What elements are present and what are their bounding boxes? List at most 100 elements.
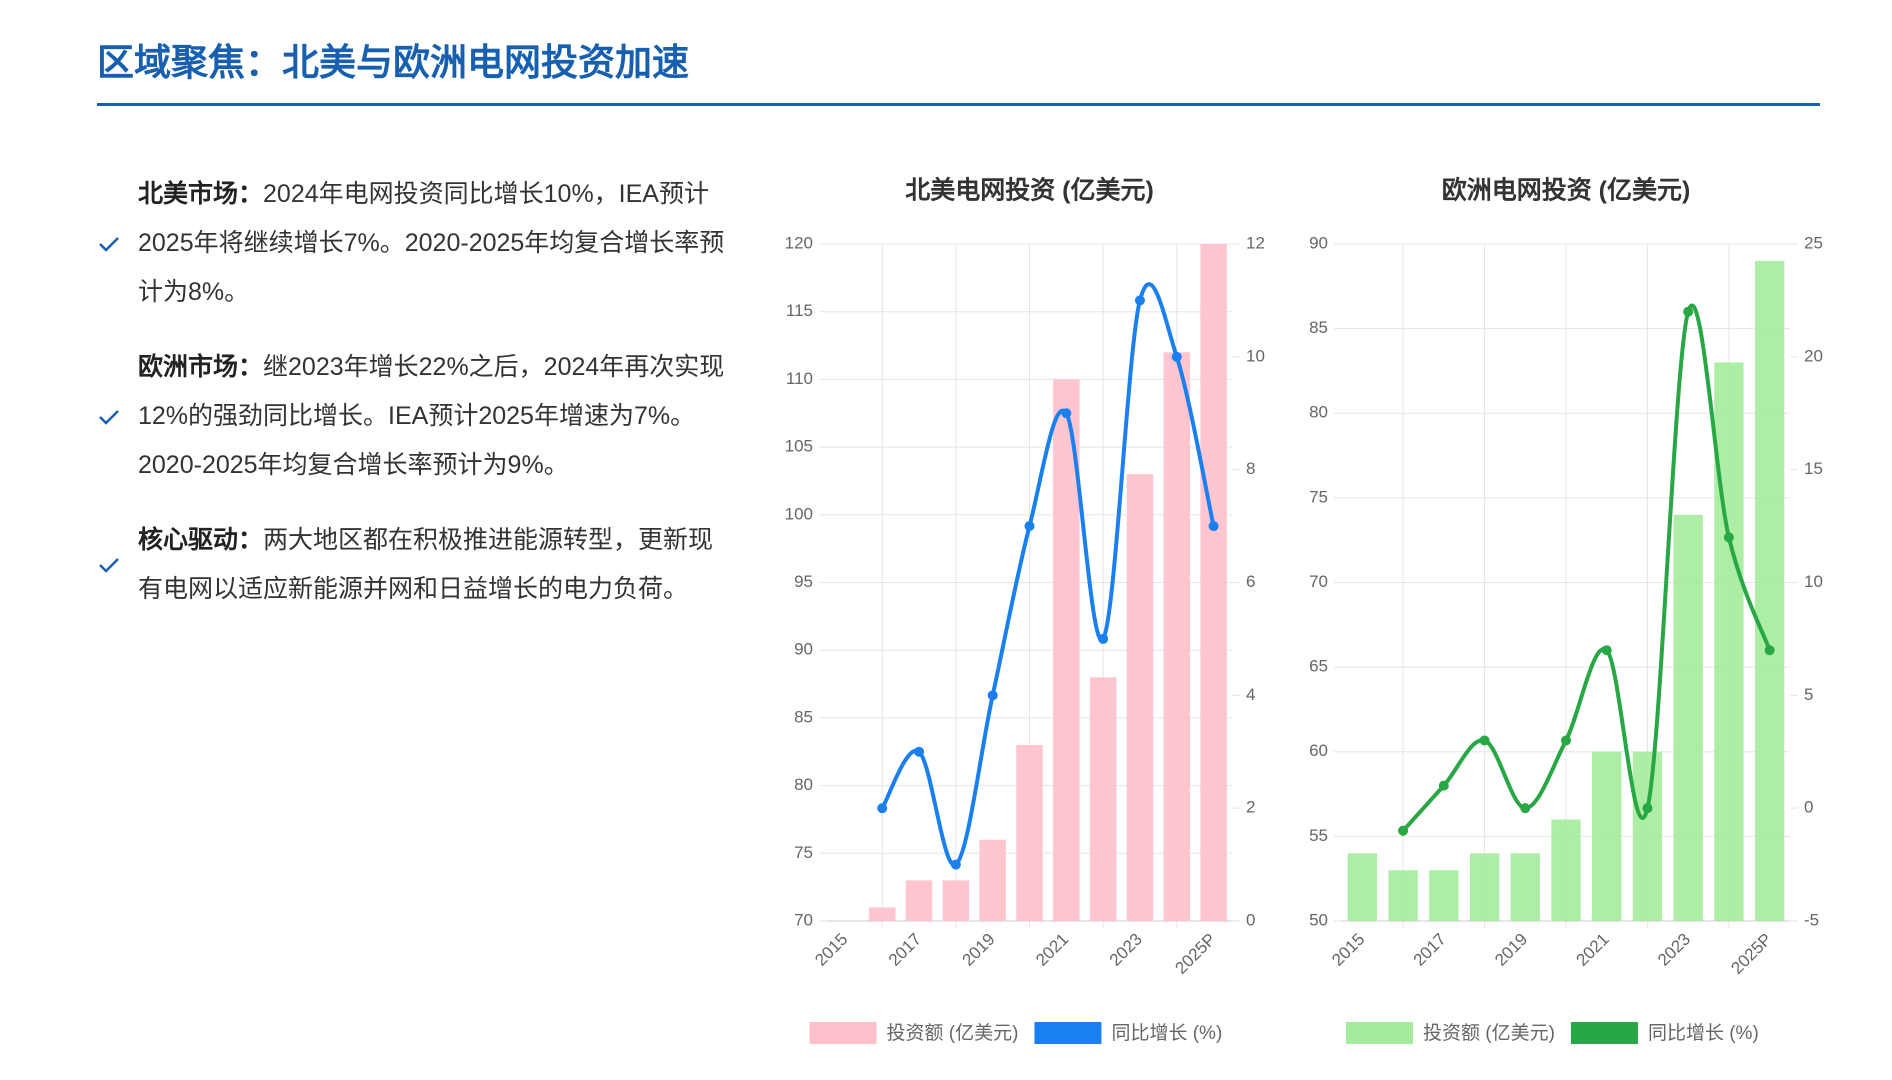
bullet-label: 核心驱动： xyxy=(138,526,264,554)
y2-tick-label: 6 xyxy=(1246,572,1255,591)
bar xyxy=(1592,751,1622,921)
bar xyxy=(1429,870,1459,921)
bullet-label: 北美市场： xyxy=(138,180,264,208)
x-tick-label: 2019 xyxy=(958,930,998,970)
line-point xyxy=(1398,825,1409,836)
x-tick-label: 2021 xyxy=(1573,930,1613,970)
x-tick-label: 2023 xyxy=(1106,930,1146,970)
line-point xyxy=(1561,735,1571,746)
bar xyxy=(1016,744,1043,921)
bullet-text: 核心驱动：两大地区都在积极推进能源转型，更新现有电网以适应新能源并网和日益增长的… xyxy=(138,516,733,614)
x-tick-label: 2015 xyxy=(1328,930,1368,970)
line-point xyxy=(1520,803,1531,814)
y2-tick-label: 4 xyxy=(1246,685,1255,704)
y-tick-label: 90 xyxy=(1309,233,1328,252)
y2-tick-label: 12 xyxy=(1246,233,1265,252)
bar xyxy=(1754,260,1785,921)
line-point xyxy=(950,859,961,870)
y2-tick-label: 10 xyxy=(1246,346,1265,365)
y-tick-label: 105 xyxy=(785,437,813,456)
x-tick-label: 2017 xyxy=(1410,930,1450,970)
bullet: 欧洲市场：继2023年增长22%之后，2024年再次实现12%的强劲同比增长。I… xyxy=(97,343,737,490)
line-point xyxy=(1208,521,1219,532)
y-tick-label: 90 xyxy=(794,640,813,659)
y-tick-label: 80 xyxy=(1309,403,1328,422)
y-tick-label: 75 xyxy=(1309,487,1328,506)
bullet-body: 两大地区都在积极推进能源转型，更新现有电网以适应新能源并网和日益增长的电力负荷。 xyxy=(138,526,714,603)
legend-label: 投资额 (亿美元) xyxy=(887,1022,1019,1044)
line-point xyxy=(1061,408,1072,419)
y-tick-label: 110 xyxy=(786,369,813,388)
bar xyxy=(1510,853,1540,921)
line-point xyxy=(914,746,925,757)
bullet-label: 欧洲市场： xyxy=(138,353,264,381)
line-point xyxy=(1723,532,1734,543)
bullet-text: 欧洲市场：继2023年增长22%之后，2024年再次实现12%的强劲同比增长。I… xyxy=(138,343,733,490)
line-point xyxy=(987,690,998,701)
bar xyxy=(868,907,896,921)
check-icon xyxy=(99,558,119,573)
legend-swatch xyxy=(809,1022,877,1044)
y-tick-label: 115 xyxy=(786,301,813,320)
legend-swatch xyxy=(1346,1022,1413,1044)
line-point xyxy=(1601,645,1612,656)
chart-title: 北美电网投资 (亿美元) xyxy=(905,176,1154,205)
y-tick-label: 50 xyxy=(1309,910,1328,929)
y2-tick-label: 10 xyxy=(1804,572,1823,591)
bar xyxy=(1469,853,1500,921)
y2-tick-label: 0 xyxy=(1246,910,1255,929)
bullet-text: 北美市场：2024年电网投资同比增长10%，IEA预计2025年将继续增长7%。… xyxy=(138,170,733,317)
y-tick-label: 95 xyxy=(794,572,813,591)
bar xyxy=(942,880,970,921)
y2-tick-label: 8 xyxy=(1246,459,1255,478)
legend-label: 同比增长 (%) xyxy=(1111,1022,1222,1044)
line-point xyxy=(1134,295,1145,306)
y-tick-label: 85 xyxy=(794,707,813,726)
bar xyxy=(1632,751,1663,921)
legend-label: 同比增长 (%) xyxy=(1648,1022,1759,1044)
x-tick-label: 2015 xyxy=(811,930,851,970)
bullet-body: 2024年电网投资同比增长10%，IEA预计2025年将继续增长7%。2020-… xyxy=(138,180,725,306)
bullet: 北美市场：2024年电网投资同比增长10%，IEA预计2025年将继续增长7%。… xyxy=(97,170,737,317)
y2-tick-label: 5 xyxy=(1804,685,1813,704)
bar xyxy=(1388,870,1418,921)
x-tick-label: 2021 xyxy=(1032,930,1072,970)
line-point xyxy=(1438,780,1449,791)
bar xyxy=(905,880,933,921)
y-tick-label: 70 xyxy=(794,910,813,929)
y2-tick-label: 2 xyxy=(1246,798,1255,817)
line-point xyxy=(1764,645,1775,656)
line-point xyxy=(877,803,888,814)
bar xyxy=(979,839,1006,921)
legend-label: 投资额 (亿美元) xyxy=(1423,1022,1555,1044)
line-point xyxy=(1024,521,1035,532)
y-tick-label: 70 xyxy=(1309,572,1328,591)
bullet-list: 北美市场：2024年电网投资同比增长10%，IEA预计2025年将继续增长7%。… xyxy=(97,170,737,640)
y2-tick-label: 25 xyxy=(1804,233,1823,252)
line-point xyxy=(1479,735,1490,746)
bar xyxy=(1126,474,1154,921)
y-tick-label: 85 xyxy=(1309,318,1328,337)
line-point xyxy=(1171,351,1182,362)
y-tick-label: 80 xyxy=(794,775,813,794)
x-tick-label: 2023 xyxy=(1654,930,1694,970)
line-point xyxy=(1098,633,1109,644)
y-tick-label: 75 xyxy=(794,843,813,862)
y2-tick-label: -5 xyxy=(1804,910,1819,929)
title-rule xyxy=(97,103,1820,106)
x-tick-label: 2017 xyxy=(885,930,925,970)
line-point xyxy=(1642,803,1653,814)
bar xyxy=(1347,853,1378,921)
bar xyxy=(1714,362,1744,922)
y-tick-label: 55 xyxy=(1309,826,1328,845)
bullet-body: 继2023年增长22%之后，2024年再次实现12%的强劲同比增长。IEA预计2… xyxy=(138,353,725,479)
bar xyxy=(1089,677,1117,921)
bar xyxy=(1163,352,1191,921)
check-icon xyxy=(99,236,119,252)
line-point xyxy=(1683,306,1694,317)
x-tick-label: 2019 xyxy=(1491,930,1531,970)
y-tick-label: 60 xyxy=(1309,741,1328,760)
bar xyxy=(1200,244,1227,921)
